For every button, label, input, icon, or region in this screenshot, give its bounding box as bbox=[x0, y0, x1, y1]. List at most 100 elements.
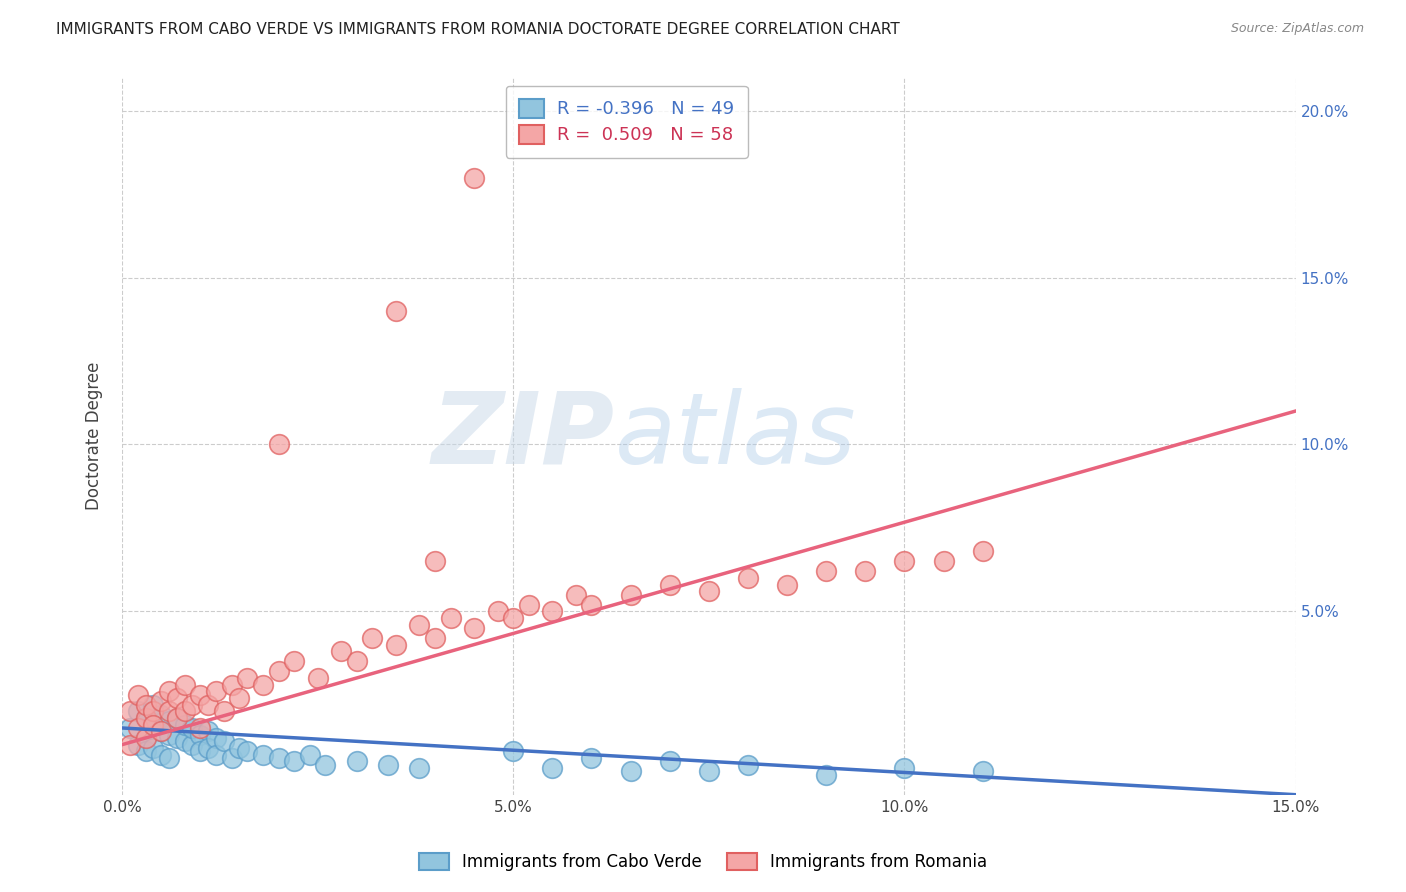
Point bbox=[127, 721, 149, 735]
Point bbox=[361, 631, 384, 645]
Point bbox=[737, 757, 759, 772]
Point bbox=[330, 644, 353, 658]
Point bbox=[228, 690, 250, 705]
Point bbox=[157, 684, 180, 698]
Point bbox=[252, 677, 274, 691]
Point bbox=[127, 688, 149, 702]
Text: atlas: atlas bbox=[614, 387, 856, 484]
Point bbox=[221, 677, 243, 691]
Point bbox=[142, 741, 165, 756]
Point bbox=[188, 688, 211, 702]
Point bbox=[134, 731, 156, 745]
Point bbox=[142, 698, 165, 712]
Point bbox=[283, 755, 305, 769]
Point bbox=[346, 755, 368, 769]
Point bbox=[205, 684, 228, 698]
Point bbox=[150, 724, 173, 739]
Point bbox=[737, 571, 759, 585]
Point bbox=[581, 751, 603, 765]
Point bbox=[815, 767, 838, 781]
Point bbox=[619, 764, 641, 779]
Point bbox=[173, 704, 195, 718]
Point bbox=[385, 638, 408, 652]
Point bbox=[565, 588, 588, 602]
Point bbox=[377, 757, 399, 772]
Legend: Immigrants from Cabo Verde, Immigrants from Romania: Immigrants from Cabo Verde, Immigrants f… bbox=[411, 845, 995, 880]
Point bbox=[118, 704, 141, 718]
Point bbox=[134, 698, 156, 712]
Point bbox=[166, 690, 188, 705]
Point bbox=[142, 717, 165, 731]
Point bbox=[346, 654, 368, 668]
Text: Source: ZipAtlas.com: Source: ZipAtlas.com bbox=[1230, 22, 1364, 36]
Point bbox=[134, 711, 156, 725]
Point bbox=[157, 704, 180, 718]
Point bbox=[502, 611, 524, 625]
Point bbox=[893, 761, 915, 775]
Point bbox=[314, 757, 336, 772]
Point bbox=[815, 564, 838, 578]
Point bbox=[142, 717, 165, 731]
Point bbox=[150, 747, 173, 762]
Point bbox=[298, 747, 321, 762]
Point bbox=[221, 751, 243, 765]
Legend: R = -0.396   N = 49, R =  0.509   N = 58: R = -0.396 N = 49, R = 0.509 N = 58 bbox=[506, 86, 748, 158]
Point bbox=[385, 304, 408, 318]
Point bbox=[188, 728, 211, 742]
Y-axis label: Doctorate Degree: Doctorate Degree bbox=[86, 362, 103, 510]
Point bbox=[150, 694, 173, 708]
Point bbox=[134, 731, 156, 745]
Point bbox=[267, 665, 290, 679]
Point bbox=[166, 711, 188, 725]
Point bbox=[486, 604, 509, 618]
Point bbox=[197, 724, 219, 739]
Point bbox=[236, 671, 259, 685]
Point bbox=[157, 751, 180, 765]
Point bbox=[423, 631, 446, 645]
Point bbox=[197, 741, 219, 756]
Point bbox=[853, 564, 876, 578]
Point bbox=[173, 717, 195, 731]
Point bbox=[150, 724, 173, 739]
Point bbox=[517, 598, 540, 612]
Point bbox=[619, 588, 641, 602]
Point bbox=[541, 761, 564, 775]
Point bbox=[423, 554, 446, 568]
Point bbox=[658, 755, 681, 769]
Point bbox=[150, 707, 173, 722]
Point bbox=[228, 741, 250, 756]
Point bbox=[188, 721, 211, 735]
Point bbox=[166, 731, 188, 745]
Point bbox=[541, 604, 564, 618]
Point bbox=[212, 734, 235, 748]
Point bbox=[134, 711, 156, 725]
Point bbox=[440, 611, 463, 625]
Point bbox=[408, 761, 430, 775]
Point bbox=[205, 747, 228, 762]
Point bbox=[127, 704, 149, 718]
Point bbox=[972, 544, 994, 558]
Point bbox=[893, 554, 915, 568]
Point bbox=[658, 577, 681, 591]
Point bbox=[212, 704, 235, 718]
Point bbox=[127, 738, 149, 752]
Point bbox=[188, 744, 211, 758]
Point bbox=[463, 170, 485, 185]
Point bbox=[173, 677, 195, 691]
Point bbox=[502, 744, 524, 758]
Point bbox=[205, 731, 228, 745]
Point bbox=[118, 738, 141, 752]
Text: ZIP: ZIP bbox=[432, 387, 614, 484]
Point bbox=[408, 617, 430, 632]
Point bbox=[283, 654, 305, 668]
Point bbox=[932, 554, 955, 568]
Point bbox=[697, 584, 720, 599]
Point bbox=[181, 698, 204, 712]
Point bbox=[118, 721, 141, 735]
Point bbox=[157, 714, 180, 729]
Point bbox=[181, 721, 204, 735]
Text: IMMIGRANTS FROM CABO VERDE VS IMMIGRANTS FROM ROMANIA DOCTORATE DEGREE CORRELATI: IMMIGRANTS FROM CABO VERDE VS IMMIGRANTS… bbox=[56, 22, 900, 37]
Point bbox=[236, 744, 259, 758]
Point bbox=[697, 764, 720, 779]
Point bbox=[166, 711, 188, 725]
